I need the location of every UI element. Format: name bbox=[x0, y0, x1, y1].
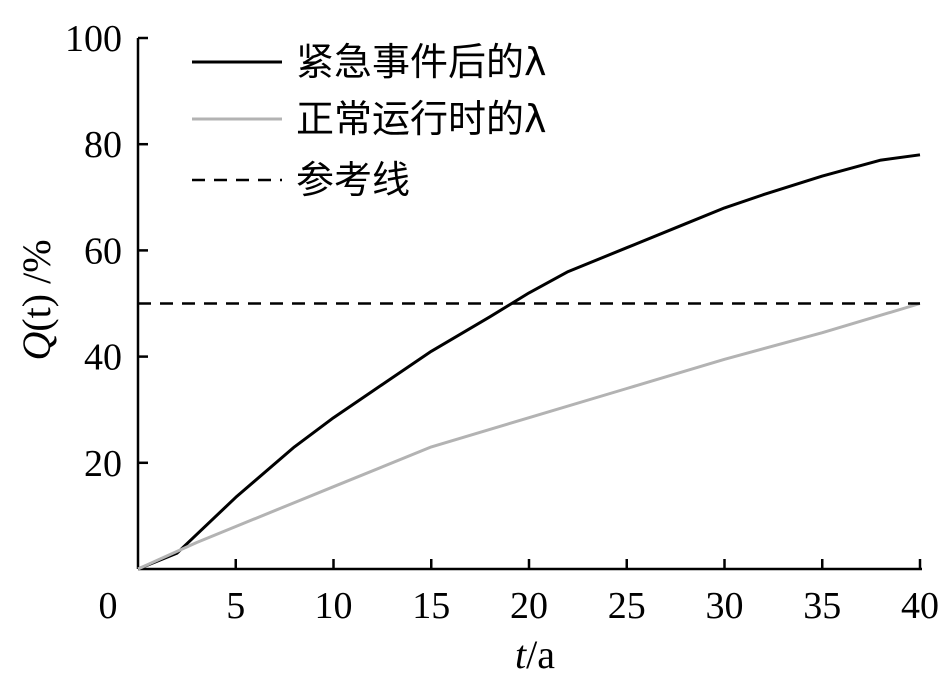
y-tick-label: 40 bbox=[84, 337, 122, 379]
ticks: 0 5 10 15 20 25 30 35 40 20 40 60 80 100 bbox=[65, 18, 939, 627]
x-tick-label: 35 bbox=[803, 585, 841, 627]
x-axis-title: t/a bbox=[515, 632, 555, 677]
legend: 紧急事件后的λ 正常运行时的λ 参考线 bbox=[192, 40, 547, 202]
y-tick-label: 20 bbox=[84, 443, 122, 485]
series bbox=[137, 153, 921, 571]
x-tick-label: 20 bbox=[510, 585, 548, 627]
y-tick-label: 100 bbox=[65, 18, 122, 60]
y-tick-label: 60 bbox=[84, 230, 122, 272]
series-line-1 bbox=[137, 302, 921, 571]
legend-label-0: 紧急事件后的λ bbox=[296, 40, 547, 84]
legend-label-2: 参考线 bbox=[296, 158, 410, 202]
legend-label-1: 正常运行时的λ bbox=[296, 97, 547, 141]
x-tick-label: 15 bbox=[412, 585, 450, 627]
y-tick-label: 80 bbox=[84, 124, 122, 166]
x-tick-label: 10 bbox=[315, 585, 353, 627]
series-line-0 bbox=[137, 153, 921, 571]
x-tick-label: 25 bbox=[608, 585, 646, 627]
x-tick-label: 5 bbox=[226, 585, 245, 627]
x-tick-label: 30 bbox=[706, 585, 744, 627]
x-tick-label: 40 bbox=[901, 585, 939, 627]
y-axis-title: Q(t) /% bbox=[14, 239, 59, 360]
x-tick-label: 0 bbox=[99, 585, 118, 627]
